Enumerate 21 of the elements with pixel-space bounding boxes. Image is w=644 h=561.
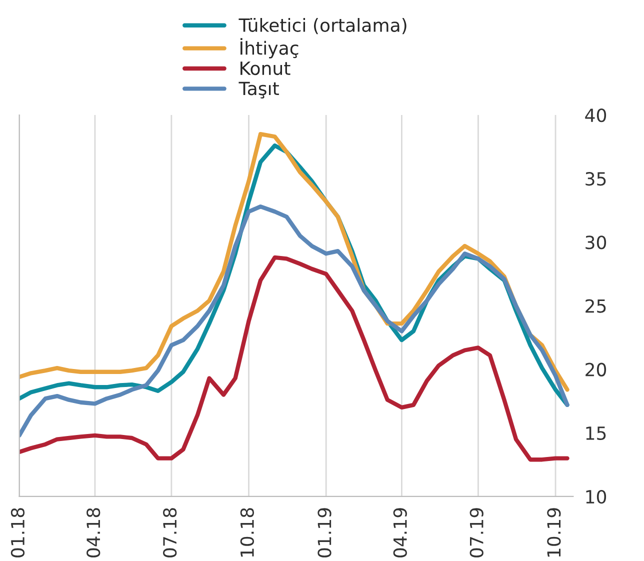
y-tick-label: 20 — [586, 362, 606, 376]
x-tick-label: 01.18 — [10, 508, 25, 558]
legend-label: İhtiyaç — [240, 38, 298, 58]
legend-label: Taşıt — [238, 82, 279, 98]
x-tick-label: 10.18 — [240, 508, 254, 557]
x-tick-label: 04.18 — [86, 508, 100, 558]
y-tick-label: 40 — [585, 108, 606, 122]
line-series — [19, 255, 570, 462]
x-tick-label: 10.19 — [547, 508, 561, 557]
legend-label: Tüketici (ortalama) — [238, 18, 406, 34]
y-tick-label: 10 — [586, 490, 606, 504]
y-tick-label: 35 — [586, 172, 606, 186]
x-tick-label: 01.19 — [318, 508, 332, 558]
y-tick-label: 30 — [586, 236, 606, 250]
y-tick-label: 25 — [586, 299, 606, 313]
y-tick-label: 15 — [586, 426, 606, 440]
x-tick-label: 07.19 — [470, 508, 484, 558]
x-tick-label: 04.19 — [393, 508, 407, 558]
line-series — [19, 204, 570, 438]
x-tick-label: 07.18 — [163, 508, 177, 558]
legend-label: Konut — [240, 62, 290, 76]
